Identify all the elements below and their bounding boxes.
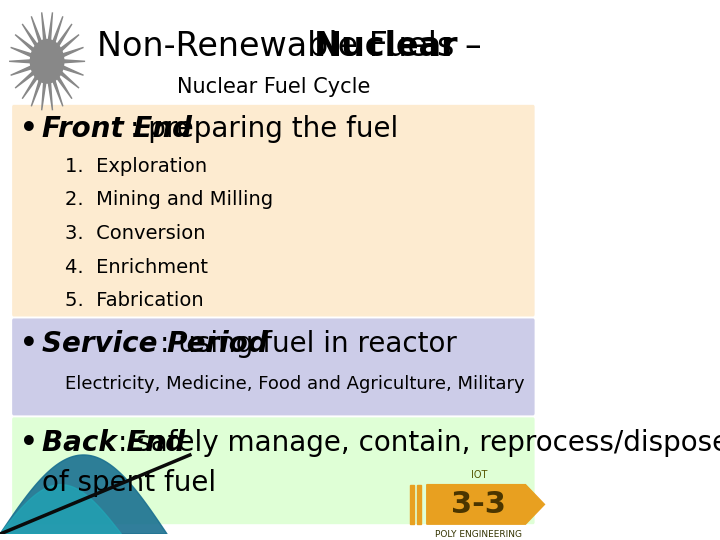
Polygon shape xyxy=(22,24,37,46)
Polygon shape xyxy=(60,35,79,51)
Text: POLY ENGINEERING: POLY ENGINEERING xyxy=(436,530,522,539)
FancyBboxPatch shape xyxy=(12,105,534,316)
Text: •: • xyxy=(19,114,37,143)
Polygon shape xyxy=(22,77,37,99)
Polygon shape xyxy=(417,484,420,524)
Text: Front End: Front End xyxy=(42,114,192,143)
Text: : safely manage, contain, reprocess/dispose: : safely manage, contain, reprocess/disp… xyxy=(117,429,720,457)
Polygon shape xyxy=(11,66,32,75)
Polygon shape xyxy=(0,455,167,534)
Polygon shape xyxy=(63,48,84,57)
Circle shape xyxy=(30,39,64,83)
Polygon shape xyxy=(42,83,46,110)
Text: 3-3: 3-3 xyxy=(451,490,506,519)
Text: 4.  Enrichment: 4. Enrichment xyxy=(65,258,207,276)
Polygon shape xyxy=(31,16,41,42)
Text: Non-Renewable Fuels –: Non-Renewable Fuels – xyxy=(97,30,492,63)
Polygon shape xyxy=(63,66,84,75)
Text: Service Period: Service Period xyxy=(42,330,268,358)
Polygon shape xyxy=(15,35,34,51)
Text: •: • xyxy=(19,429,37,457)
Polygon shape xyxy=(427,484,544,524)
Text: of spent fuel: of spent fuel xyxy=(42,469,216,497)
Text: 3.  Conversion: 3. Conversion xyxy=(65,224,205,243)
Text: Nuclear Fuel Cycle: Nuclear Fuel Cycle xyxy=(176,77,370,97)
FancyBboxPatch shape xyxy=(12,319,534,415)
Polygon shape xyxy=(410,484,414,524)
Polygon shape xyxy=(48,83,53,110)
Text: 1.  Exploration: 1. Exploration xyxy=(65,157,207,176)
Text: Back End: Back End xyxy=(42,429,185,457)
Text: Nuclear: Nuclear xyxy=(314,30,458,63)
Text: 2.  Mining and Milling: 2. Mining and Milling xyxy=(65,190,273,210)
Polygon shape xyxy=(9,60,30,63)
Polygon shape xyxy=(57,24,72,46)
Polygon shape xyxy=(0,484,122,534)
Polygon shape xyxy=(42,12,46,40)
Polygon shape xyxy=(53,16,63,42)
Text: : using fuel in reactor: : using fuel in reactor xyxy=(161,330,457,358)
Polygon shape xyxy=(11,48,32,57)
Text: •: • xyxy=(19,330,37,358)
Polygon shape xyxy=(31,80,41,106)
Polygon shape xyxy=(57,77,72,99)
Polygon shape xyxy=(48,12,53,40)
Text: Electricity, Medicine, Food and Agriculture, Military: Electricity, Medicine, Food and Agricult… xyxy=(65,375,524,393)
Polygon shape xyxy=(64,60,85,63)
Text: : preparing the fuel: : preparing the fuel xyxy=(130,114,398,143)
FancyBboxPatch shape xyxy=(12,417,534,524)
Text: 5.  Fabrication: 5. Fabrication xyxy=(65,291,203,310)
Text: IOT: IOT xyxy=(471,470,487,480)
Polygon shape xyxy=(15,72,34,88)
Polygon shape xyxy=(60,72,79,88)
Polygon shape xyxy=(53,80,63,106)
